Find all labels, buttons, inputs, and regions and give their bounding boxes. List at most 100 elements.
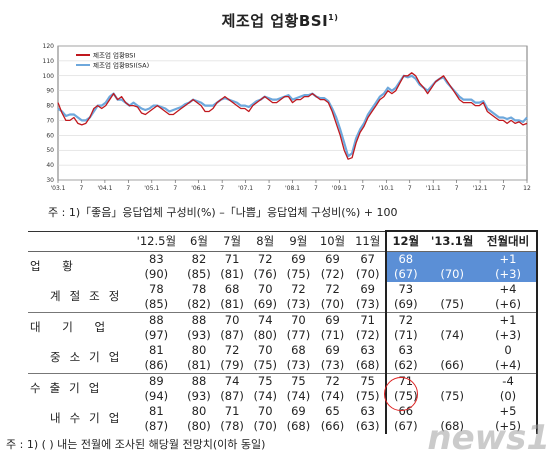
table-cell-forecast: (73)	[355, 296, 380, 311]
x-tick-label: '07.1	[238, 185, 253, 192]
table-cell-forecast: (75)	[286, 266, 311, 281]
col-header: 9월	[281, 230, 315, 252]
table-cell-value: 80	[191, 403, 207, 418]
table-cell-value: +4	[480, 281, 538, 297]
y-tick-label: 50	[46, 147, 54, 154]
table-cell-value: 69	[325, 342, 340, 357]
table-row-forecast: (86) (81) (79) (75) (73) (73) (68) (62) (66) (+4)	[28, 357, 538, 373]
table-cell-forecast: (75)	[253, 357, 278, 372]
table-cell-value: 68	[385, 250, 425, 267]
table-cell-forecast: (70)	[253, 418, 278, 433]
table-cell-value: 69	[291, 403, 306, 418]
table-cell-forecast: (68)	[355, 357, 380, 372]
row-label: 중소기업	[50, 350, 129, 364]
row-label: 내수기업	[50, 411, 129, 425]
table-cell-forecast: (66)	[320, 418, 345, 433]
table-cell-value: 67	[350, 250, 387, 267]
table-cell-value: 83	[130, 250, 183, 267]
series-lines	[57, 72, 528, 160]
table-cell-value	[424, 343, 480, 358]
table-cell-forecast: (93)	[187, 388, 211, 403]
table-cell-value: 70	[257, 342, 273, 357]
table-cell-forecast: (90)	[144, 266, 169, 281]
table-cell-value: 74	[248, 311, 282, 328]
table-cell-forecast: (80)	[187, 418, 211, 433]
x-tick-label: '06.1	[191, 185, 206, 192]
table-cell-value: 81	[149, 403, 164, 418]
footnote: 주 : 1) ( ) 내는 전월에 조사된 해당월 전망치(이하 동일)	[6, 438, 266, 451]
series-line-bsi-sa	[57, 74, 528, 158]
title-text: 제조업 업황BSI	[221, 12, 329, 30]
table-cell-forecast: (63)	[355, 418, 380, 433]
x-tick-label: '05.1	[144, 185, 159, 192]
y-tick-label: 40	[46, 162, 54, 169]
table-cell-value: 63	[360, 403, 375, 418]
row-label: 계절조정	[50, 289, 129, 303]
table-header-row: '12.5월 6월 7월 8월 9월 10월 11월 12월 '13.1월 전월…	[28, 230, 538, 252]
table-cell-forecast: (72)	[320, 266, 345, 281]
table-cell-value: 69	[314, 311, 351, 328]
table-cell-forecast: (81)	[187, 357, 211, 372]
table-cell-value: 78	[191, 281, 207, 296]
y-tick-label: 30	[46, 177, 54, 184]
table-cell-value: 75	[281, 372, 315, 389]
table-cell-value: 72	[325, 281, 340, 296]
table-cell-value: 72	[224, 342, 240, 357]
table-row: 업 황 83 82 71 72 69 69 67 68 +1	[28, 250, 538, 282]
table-cell-forecast: (81)	[220, 266, 244, 281]
table-cell-value: -4	[480, 372, 538, 389]
table-cell-value: 69	[360, 281, 375, 296]
table-cell-forecast: (69)	[385, 296, 425, 312]
title-footnote-mark: 1)	[328, 13, 339, 22]
table-cell-forecast: (71)	[385, 327, 425, 343]
table-cell-forecast: (+3)	[480, 266, 538, 282]
legend-label: 제조업 업황BSI(SA)	[93, 61, 149, 70]
table-cell-forecast: (74)	[253, 388, 278, 403]
table-row: 대 기 업 88 88 70 74 70 69 71 72 +1	[28, 311, 538, 343]
table-cell-value: 70	[281, 311, 315, 328]
table-row: 수출기업 89 88 74 75 75 72 75 71 -4	[28, 372, 538, 404]
table-cell-value: 71	[215, 250, 249, 267]
table-cell-value: +1	[480, 250, 538, 267]
table-cell-forecast: (71)	[320, 327, 345, 342]
table-cell-forecast: (74)	[440, 327, 464, 342]
table-cell-forecast: (87)	[220, 327, 244, 342]
table-cell-forecast: (68)	[440, 418, 464, 433]
table-cell-value: 82	[182, 250, 216, 267]
x-tick-label: 7	[80, 185, 84, 192]
x-tick-label: 7	[126, 185, 130, 192]
table-cell-forecast: (75)	[440, 296, 464, 311]
table-body: 업 황 83 82 71 72 69 69 67 68 +1 (90) (85) (81) (76) (75…	[28, 250, 538, 434]
y-tick-label: 60	[46, 132, 54, 139]
table-cell-forecast: (70)	[355, 266, 380, 281]
table-cell-forecast: (74)	[286, 388, 311, 403]
table-cell-value: 0	[480, 342, 538, 358]
table-row: 계절조정 78 78 68 70 72 72 69 73 +4	[28, 281, 538, 303]
table-cell-forecast: (73)	[320, 357, 345, 372]
table-cell-value: 88	[182, 372, 216, 389]
series-line-bsi	[57, 72, 528, 160]
table-cell-value: 88	[130, 311, 183, 328]
x-axis-ticks: '03.1 7 '04.1 7 '05.1 7 '06.1 7 '07.1 7 '08.1 7 '09.…	[50, 180, 531, 192]
col-header: 7월	[215, 230, 249, 252]
col-header-highlight: '13.1월	[424, 230, 481, 252]
table-cell-forecast: (82)	[187, 296, 211, 311]
table-cell-value: 80	[191, 342, 207, 357]
table-cell-value: 89	[130, 372, 183, 389]
y-axis-ticks: 30 40 50 60 70 80 90 100 110 120	[43, 43, 55, 184]
y-tick-label: 80	[46, 103, 54, 110]
table-cell-forecast: (70)	[424, 266, 481, 282]
table-cell-forecast: (75)	[440, 388, 464, 403]
x-tick-label: 12	[523, 185, 531, 192]
table-cell-value: 63	[385, 342, 425, 358]
x-tick-label: '03.1	[50, 185, 65, 192]
col-header-highlight: 전월대비	[480, 230, 538, 252]
table-row: 중소기업 81 80 72 70 68 69 63 63 0	[28, 342, 538, 364]
table-cell-forecast: (70)	[320, 296, 345, 311]
row-label: 업 황	[28, 250, 131, 282]
x-tick-label: '12.1	[473, 185, 488, 192]
table-cell-value	[424, 250, 481, 267]
table-cell-value	[424, 372, 481, 389]
x-tick-label: 7	[314, 185, 318, 192]
